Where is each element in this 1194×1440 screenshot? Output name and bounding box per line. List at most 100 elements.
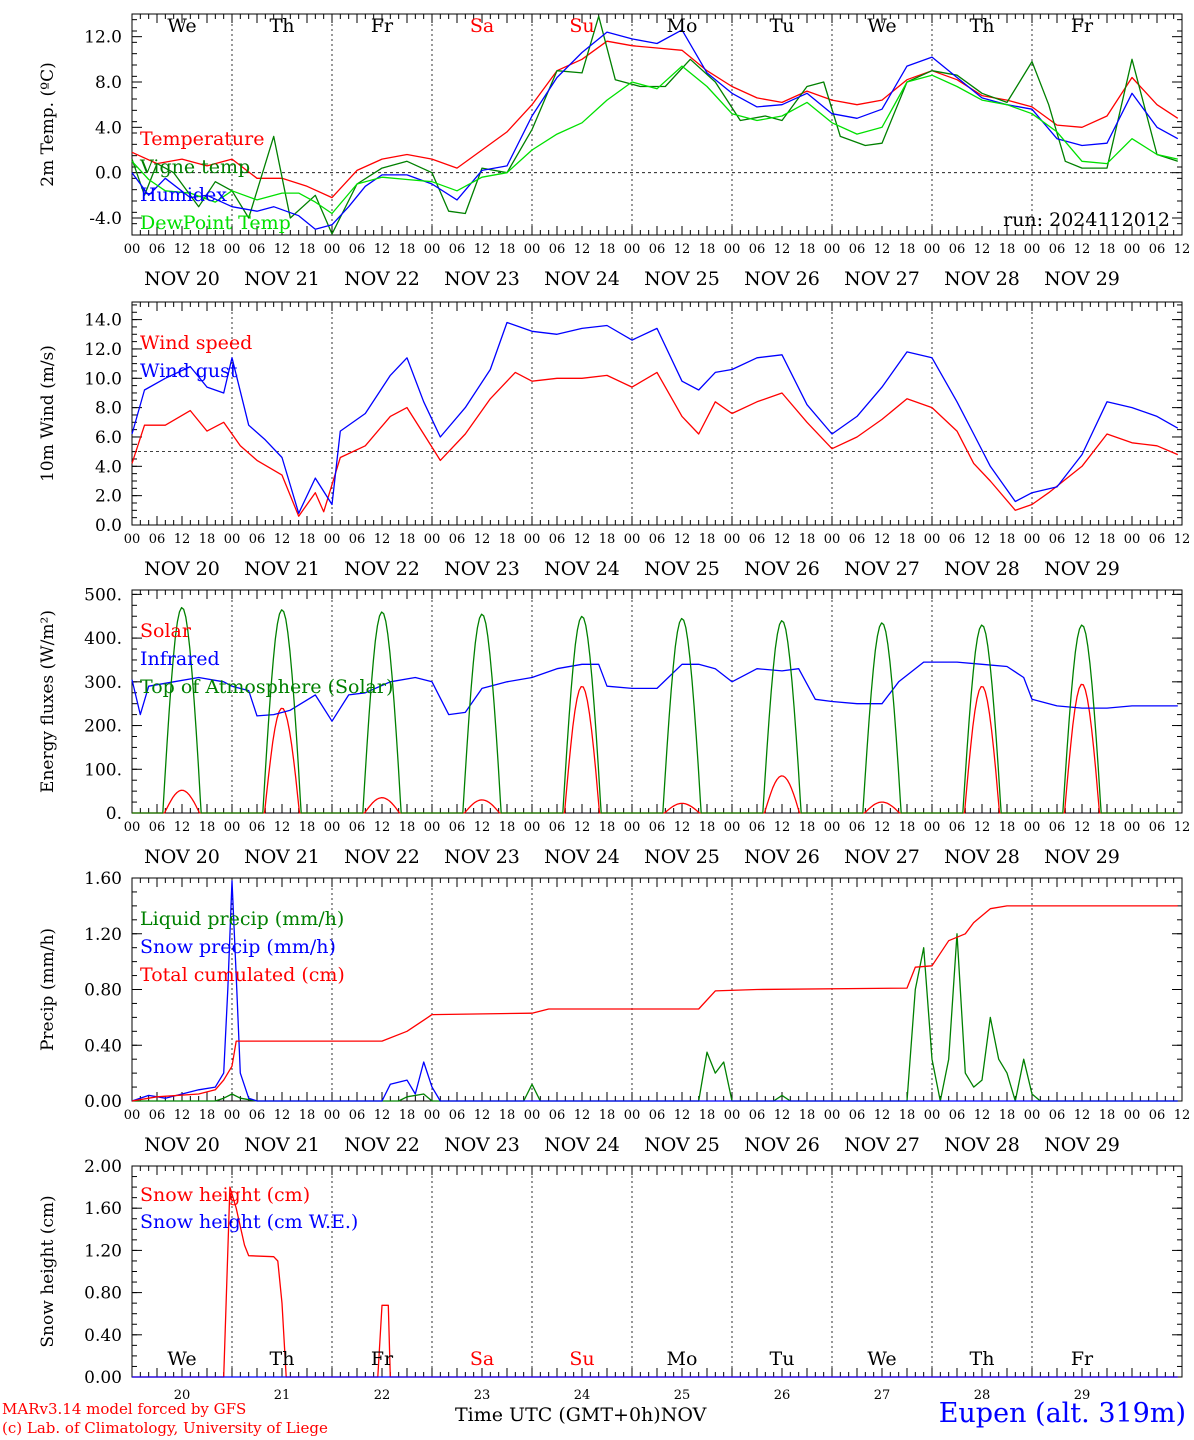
flux-hour-label: 06 bbox=[349, 820, 366, 835]
temp-hour-label: 06 bbox=[249, 242, 266, 257]
weekday-label: Su bbox=[569, 15, 594, 37]
temp-hour-label: 12 bbox=[974, 242, 991, 257]
flux-hour-label: 06 bbox=[549, 820, 566, 835]
temp-day-label: NOV 24 bbox=[544, 268, 620, 290]
temp-hour-label: 12 bbox=[374, 242, 391, 257]
model-credit: MARv3.14 model forced by GFS (c) Lab. of… bbox=[2, 1400, 328, 1438]
wind-frame bbox=[131, 301, 1183, 526]
wind-hour-label: 18 bbox=[599, 532, 616, 547]
flux-frame bbox=[131, 589, 1183, 814]
snow-day-number: 27 bbox=[874, 1388, 891, 1403]
wind-hour-label: 18 bbox=[999, 532, 1016, 547]
flux-day-label: NOV 23 bbox=[444, 846, 520, 868]
flux-hour-label: 12 bbox=[274, 820, 291, 835]
flux-hour-label: 00 bbox=[724, 820, 741, 835]
flux-day-label: NOV 20 bbox=[144, 846, 220, 868]
flux-hour-label: 18 bbox=[599, 820, 616, 835]
snow-legend-entry: Snow height (cm W.E.) bbox=[140, 1211, 358, 1233]
temp-hour-label: 06 bbox=[1149, 242, 1166, 257]
precip-y-tick-label: 0.00 bbox=[84, 1092, 122, 1112]
wind-hour-label: 00 bbox=[224, 532, 241, 547]
wind-hour-label: 00 bbox=[124, 532, 141, 547]
precip-day-label: NOV 29 bbox=[1044, 1134, 1120, 1156]
precip-hour-label: 18 bbox=[699, 1108, 716, 1123]
wind-hour-label: 18 bbox=[799, 532, 816, 547]
weekday-label: Th bbox=[270, 15, 295, 37]
weekday-label: Fr bbox=[1071, 15, 1094, 37]
snow-y-axis-label: Snow height (cm) bbox=[38, 1195, 58, 1347]
precip-hour-label: 00 bbox=[824, 1108, 841, 1123]
precip-hour-label: 06 bbox=[649, 1108, 666, 1123]
precip-y-tick-label: 0.80 bbox=[84, 981, 122, 1001]
precip-hour-label: 12 bbox=[874, 1108, 891, 1123]
snow-weekday-label: Th bbox=[970, 1348, 995, 1370]
precip-hour-label: 06 bbox=[349, 1108, 366, 1123]
flux-hour-label: 12 bbox=[474, 820, 491, 835]
flux-y-tick-label: 100. bbox=[84, 760, 122, 780]
temp-hour-label: 00 bbox=[324, 242, 341, 257]
temp-y-tick-label: -4.0 bbox=[89, 209, 122, 229]
wind-hour-label: 18 bbox=[199, 532, 216, 547]
temp-legend-entry: DewPoint Temp bbox=[140, 212, 291, 234]
precip-hour-label: 00 bbox=[1124, 1108, 1141, 1123]
precip-hour-label: 00 bbox=[724, 1108, 741, 1123]
wind-day-label: NOV 21 bbox=[244, 558, 320, 580]
month-label: NOV bbox=[660, 1404, 707, 1426]
weekday-label: We bbox=[867, 15, 896, 37]
wind-hour-label: 18 bbox=[499, 532, 516, 547]
snow-y-tick-label: 1.20 bbox=[84, 1241, 122, 1261]
location-label: Eupen (alt. 319m) bbox=[938, 1398, 1186, 1429]
precip-day-label: NOV 25 bbox=[644, 1134, 720, 1156]
temp-hour-label: 00 bbox=[1024, 242, 1041, 257]
precip-day-label: NOV 24 bbox=[544, 1134, 620, 1156]
wind-y-tick-label: 14.0 bbox=[84, 311, 122, 331]
flux-day-label: NOV 21 bbox=[244, 846, 320, 868]
precip-hour-label: 12 bbox=[674, 1108, 691, 1123]
precip-hour-label: 18 bbox=[899, 1108, 916, 1123]
temp-hour-label: 06 bbox=[849, 242, 866, 257]
wind-hour-label: 18 bbox=[699, 532, 716, 547]
temp-hour-label: 12 bbox=[1174, 242, 1191, 257]
temp-day-label: NOV 23 bbox=[444, 268, 520, 290]
precip-hour-label: 12 bbox=[374, 1108, 391, 1123]
wind-day-label: NOV 28 bbox=[944, 558, 1020, 580]
wind-hour-label: 12 bbox=[374, 532, 391, 547]
flux-hour-label: 18 bbox=[199, 820, 216, 835]
flux-hour-label: 00 bbox=[524, 820, 541, 835]
precip-hour-label: 00 bbox=[224, 1108, 241, 1123]
wind-hour-label: 00 bbox=[1124, 532, 1141, 547]
flux-hour-label: 00 bbox=[1124, 820, 1141, 835]
temp-hour-label: 18 bbox=[599, 242, 616, 257]
wind-legend-entry: Wind speed bbox=[140, 332, 252, 354]
wind-day-label: NOV 27 bbox=[844, 558, 920, 580]
wind-day-label: NOV 22 bbox=[344, 558, 420, 580]
flux-hour-label: 06 bbox=[449, 820, 466, 835]
wind-hour-label: 12 bbox=[774, 532, 791, 547]
flux-hour-label: 12 bbox=[1074, 820, 1091, 835]
flux-day-label: NOV 24 bbox=[544, 846, 620, 868]
temp-hour-label: 12 bbox=[874, 242, 891, 257]
precip-hour-label: 18 bbox=[499, 1108, 516, 1123]
temp-series-line bbox=[131, 65, 1178, 215]
precip-hour-label: 18 bbox=[1099, 1108, 1116, 1123]
wind-hour-label: 06 bbox=[749, 532, 766, 547]
wind-legend-entry: Wind gust bbox=[140, 360, 238, 382]
precip-hour-label: 00 bbox=[524, 1108, 541, 1123]
precip-hour-label: 06 bbox=[149, 1108, 166, 1123]
precip-day-label: NOV 28 bbox=[944, 1134, 1020, 1156]
time-axis-label: Time UTC (GMT+0h)NOV bbox=[455, 1404, 706, 1426]
snow-y-tick-label: 0.00 bbox=[84, 1368, 122, 1388]
temp-hour-label: 00 bbox=[1124, 242, 1141, 257]
temp-hour-label: 06 bbox=[449, 242, 466, 257]
wind-hour-label: 06 bbox=[949, 532, 966, 547]
temp-hour-label: 06 bbox=[549, 242, 566, 257]
precip-hour-label: 06 bbox=[949, 1108, 966, 1123]
precip-hour-label: 18 bbox=[799, 1108, 816, 1123]
precip-hour-label: 06 bbox=[549, 1108, 566, 1123]
flux-hour-label: 06 bbox=[1049, 820, 1066, 835]
precip-hour-label: 06 bbox=[849, 1108, 866, 1123]
temp-legend-entry: Temperature bbox=[140, 128, 264, 150]
precip-hour-label: 12 bbox=[774, 1108, 791, 1123]
model-credit-line2: (c) Lab. of Climatology, University of L… bbox=[2, 1419, 328, 1437]
temp-hour-label: 00 bbox=[224, 242, 241, 257]
